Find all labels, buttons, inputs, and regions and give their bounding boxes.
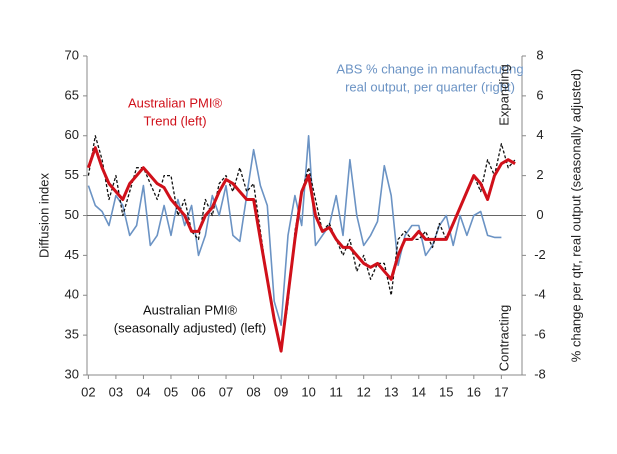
y2-tick-label: 2: [536, 167, 543, 182]
annotation: Trend (left): [143, 113, 206, 128]
y2-tick-label: -6: [534, 327, 546, 342]
x-tick-label: 02: [81, 384, 95, 399]
y-tick-label: 65: [65, 87, 79, 102]
y-axis-label: Diffusion index: [36, 172, 51, 258]
series-line: [86, 146, 516, 353]
y-tick-label: 70: [65, 47, 79, 62]
annotation: real output, per quarter (right): [345, 79, 515, 94]
y2-tick-label: 6: [536, 87, 543, 102]
y-tick-label: 40: [65, 287, 79, 302]
x-tick-label: 11: [329, 384, 343, 399]
x-tick-label: 16: [467, 384, 481, 399]
y-tick-label: 50: [65, 207, 79, 222]
x-tick-label: 07: [219, 384, 233, 399]
y-tick-label: 35: [65, 327, 79, 342]
annotation: Australian PMI®: [143, 302, 238, 317]
y2-tick-label: 4: [536, 127, 543, 142]
y-tick-label: 45: [65, 247, 79, 262]
x-tick-label: 14: [412, 384, 426, 399]
annotation: Contracting: [496, 305, 511, 371]
x-tick-label: 13: [384, 384, 398, 399]
y2-tick-label: 8: [536, 47, 543, 62]
annotation: (seasonally adjusted) (left): [114, 320, 266, 335]
y-tick-label: 60: [65, 127, 79, 142]
x-tick-label: 06: [191, 384, 205, 399]
x-tick-label: 12: [356, 384, 370, 399]
annotation: ABS % change in manufacturing: [336, 61, 523, 76]
series-line: [87, 135, 516, 352]
x-tick-label: 09: [274, 384, 288, 399]
y-tick-label: 55: [65, 167, 79, 182]
x-tick-label: 08: [246, 384, 260, 399]
y2-tick-label: -8: [534, 366, 546, 381]
y2-axis-label: % change per qtr, real output (seasonall…: [568, 69, 583, 362]
annotation: Australian PMI®: [128, 95, 223, 110]
x-tick-label: 05: [164, 384, 178, 399]
y2-tick-label: -2: [534, 247, 546, 262]
y-tick-label: 30: [65, 366, 79, 381]
x-tick-label: 04: [136, 384, 150, 399]
x-tick-label: 10: [301, 384, 315, 399]
y2-tick-label: -4: [534, 287, 546, 302]
x-tick-label: 17: [494, 384, 508, 399]
x-tick-label: 15: [439, 384, 453, 399]
x-tick-label: 03: [109, 384, 123, 399]
y2-tick-label: 0: [536, 207, 543, 222]
series-line: [87, 135, 502, 326]
annotation: Expanding: [496, 64, 511, 125]
